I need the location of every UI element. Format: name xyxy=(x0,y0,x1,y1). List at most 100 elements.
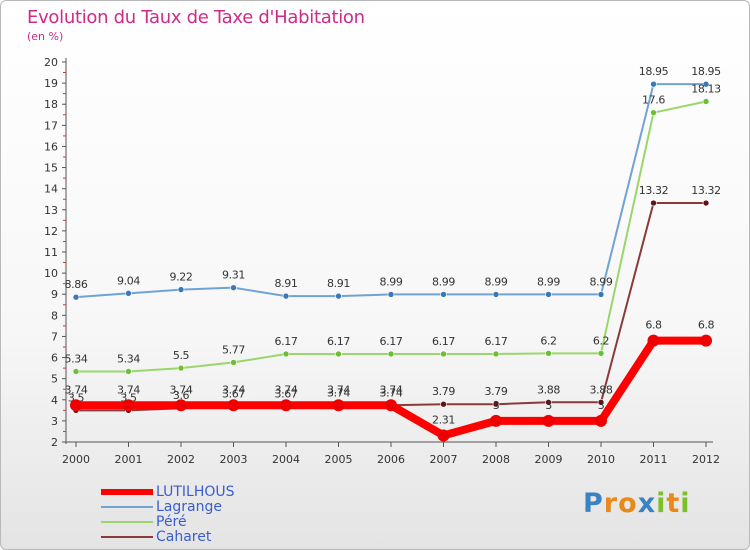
data-label-caharet: 3.67 xyxy=(222,388,245,401)
data-label-lagrange: 8.99 xyxy=(432,275,455,288)
data-point-péré xyxy=(282,350,290,358)
legend-label: LUTILHOUS xyxy=(156,484,235,500)
x-tick-label: 2011 xyxy=(640,453,668,466)
y-tick-label: 19 xyxy=(44,77,58,90)
x-tick-label: 2000 xyxy=(62,453,90,466)
y-tick-label: 5 xyxy=(51,373,58,386)
data-point-lagrange xyxy=(650,80,657,88)
data-point-lutilhous xyxy=(70,399,82,412)
data-label-péré: 6.17 xyxy=(380,335,403,348)
data-label-lutilhous: 3 xyxy=(493,399,500,412)
y-tick-label: 4 xyxy=(51,394,58,407)
data-point-caharet xyxy=(545,399,552,406)
data-point-caharet xyxy=(702,199,710,207)
legend-label: Lagrange xyxy=(156,499,222,515)
data-point-lutilhous xyxy=(595,414,607,427)
x-tick-label: 2003 xyxy=(220,453,248,466)
data-point-caharet xyxy=(597,399,605,406)
data-point-lutilhous xyxy=(437,429,450,442)
data-label-péré: 5.77 xyxy=(222,343,245,356)
data-label-lagrange: 8.99 xyxy=(537,275,560,288)
data-label-lutilhous: 3 xyxy=(598,399,605,412)
brand-letter: r xyxy=(603,488,619,519)
data-label-caharet: 13.32 xyxy=(639,184,669,197)
y-tick-label: 17 xyxy=(44,119,58,132)
data-label-caharet: 3.74 xyxy=(380,386,403,399)
data-label-lutilhous: 3.74 xyxy=(117,383,140,396)
data-label-lagrange: 8.91 xyxy=(327,277,350,290)
data-label-lutilhous: 2.31 xyxy=(432,413,455,426)
y-tick-label: 2 xyxy=(51,436,58,449)
y-tick-label: 16 xyxy=(44,140,58,153)
data-point-lutilhous xyxy=(332,399,345,412)
data-label-caharet: 3.6 xyxy=(173,389,190,402)
data-point-péré xyxy=(597,350,605,357)
data-point-péré xyxy=(177,364,185,372)
data-label-lagrange: 8.99 xyxy=(380,275,403,288)
legend-swatch xyxy=(101,489,153,495)
data-point-lutilhous xyxy=(122,399,135,412)
data-label-péré: 5.34 xyxy=(117,352,140,365)
data-point-caharet xyxy=(440,400,447,408)
data-point-lutilhous xyxy=(175,399,187,412)
y-tick-label: 15 xyxy=(44,162,58,175)
data-label-péré: 6.2 xyxy=(593,334,609,347)
data-point-lagrange xyxy=(545,291,552,298)
data-label-lagrange: 9.22 xyxy=(170,271,193,284)
data-point-lutilhous xyxy=(490,414,502,427)
series-line-péré xyxy=(76,100,707,373)
data-label-lagrange: 8.99 xyxy=(485,275,508,288)
data-point-péré xyxy=(492,350,500,358)
y-tick-label: 12 xyxy=(44,225,58,238)
data-label-lagrange: 8.99 xyxy=(590,275,613,288)
x-tick-label: 2004 xyxy=(272,453,300,466)
x-tick-label: 2010 xyxy=(587,453,615,466)
data-point-péré xyxy=(230,359,237,366)
data-point-lagrange xyxy=(282,292,290,300)
chart-title: Evolution du Taux de Taxe d'Habitation xyxy=(27,7,365,28)
data-label-caharet: 3.88 xyxy=(590,383,613,396)
data-point-lutilhous xyxy=(227,399,240,412)
data-point-lutilhous xyxy=(385,399,397,412)
x-tick-label: 2012 xyxy=(692,453,720,466)
data-label-lagrange: 18.95 xyxy=(639,65,669,78)
brand-letter: x xyxy=(637,488,657,519)
data-label-caharet: 3.79 xyxy=(432,385,455,398)
data-point-péré xyxy=(72,368,80,375)
data-point-lutilhous xyxy=(700,334,712,347)
y-tick-label: 9 xyxy=(51,288,58,301)
y-tick-label: 8 xyxy=(51,309,58,322)
data-label-lutilhous: 3.74 xyxy=(327,383,350,396)
data-label-lagrange: 18.95 xyxy=(691,65,721,78)
data-point-lagrange xyxy=(387,291,395,298)
y-tick-label: 11 xyxy=(44,246,58,259)
data-label-péré: 6.17 xyxy=(327,335,350,348)
legend-label: Péré xyxy=(156,514,187,530)
data-label-péré: 5.5 xyxy=(173,349,190,362)
data-point-lutilhous xyxy=(542,414,555,427)
brand-letter: t xyxy=(666,488,681,519)
data-label-péré: 5.34 xyxy=(65,352,88,365)
x-tick-label: 2007 xyxy=(430,453,458,466)
y-tick-label: 13 xyxy=(44,204,58,217)
y-tick-label: 20 xyxy=(44,56,58,69)
data-label-lutilhous: 3.74 xyxy=(170,383,193,396)
data-point-caharet xyxy=(650,199,657,207)
data-point-caharet xyxy=(492,400,500,408)
data-label-caharet: 3.79 xyxy=(485,385,508,398)
data-point-lagrange xyxy=(492,291,500,298)
data-label-péré: 6.17 xyxy=(485,335,508,348)
y-tick-label: 7 xyxy=(51,330,58,343)
data-label-péré: 6.17 xyxy=(275,335,298,348)
data-label-lutilhous: 3.74 xyxy=(65,383,88,396)
x-tick-label: 2006 xyxy=(377,453,405,466)
data-label-caharet: 3.74 xyxy=(327,386,350,399)
brand-letter: o xyxy=(618,488,638,519)
data-label-lutilhous: 3 xyxy=(545,399,552,412)
data-point-péré xyxy=(440,350,447,358)
data-point-lagrange xyxy=(125,290,132,297)
data-label-lutilhous: 6.8 xyxy=(645,319,662,332)
data-point-lutilhous xyxy=(280,399,292,412)
x-tick-label: 2001 xyxy=(115,453,143,466)
